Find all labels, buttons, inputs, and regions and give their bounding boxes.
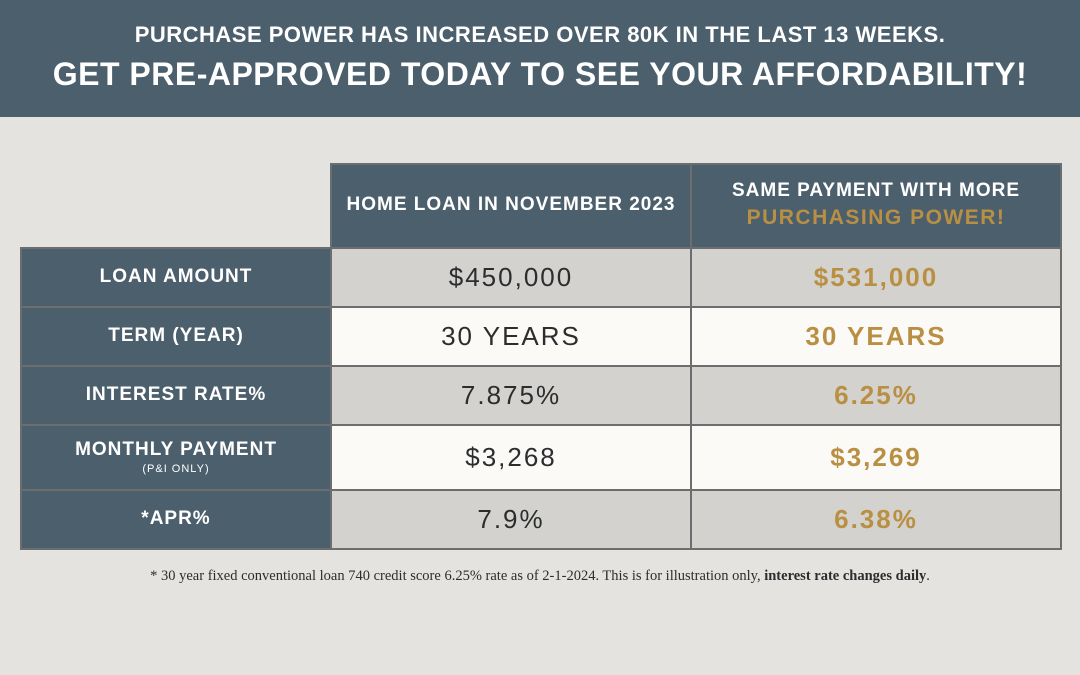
col-header-pp-line2: PURCHASING POWER! — [702, 205, 1050, 231]
footnote-suffix: . — [926, 568, 930, 584]
row-label-text: LOAN AMOUNT — [100, 266, 253, 287]
row-label-text: MONTHLY PAYMENT — [75, 439, 277, 460]
row-label-loan-amount: LOAN AMOUNT — [21, 248, 331, 307]
table-row: *APR% 7.9% 6.38% — [21, 490, 1061, 549]
table-row: MONTHLY PAYMENT (P&I ONLY) $3,268 $3,269 — [21, 425, 1061, 490]
row-label-monthly-payment: MONTHLY PAYMENT (P&I ONLY) — [21, 425, 331, 490]
cell-monthly-col1: $3,268 — [331, 425, 691, 490]
banner-line-1: PURCHASE POWER HAS INCREASED OVER 80K IN… — [20, 22, 1060, 48]
row-label-text: *APR% — [141, 508, 210, 529]
table-row: INTEREST RATE% 7.875% 6.25% — [21, 366, 1061, 425]
cell-loan-amount-col2: $531,000 — [691, 248, 1061, 307]
cell-interest-col2: 6.25% — [691, 366, 1061, 425]
row-label-term: TERM (YEAR) — [21, 307, 331, 366]
col-header-pp-line1: SAME PAYMENT WITH MORE — [732, 180, 1020, 201]
row-label-interest-rate: INTEREST RATE% — [21, 366, 331, 425]
row-label-apr: *APR% — [21, 490, 331, 549]
row-label-sub: (P&I ONLY) — [32, 463, 320, 475]
col-header-november: HOME LOAN IN NOVEMBER 2023 — [331, 164, 691, 248]
footnote-prefix: * 30 year fixed conventional loan 740 cr… — [150, 568, 764, 584]
col-header-purchasing-power: SAME PAYMENT WITH MORE PURCHASING POWER! — [691, 164, 1061, 248]
row-label-text: INTEREST RATE% — [86, 384, 266, 405]
footnote: * 30 year fixed conventional loan 740 cr… — [20, 568, 1060, 585]
banner: PURCHASE POWER HAS INCREASED OVER 80K IN… — [0, 0, 1080, 117]
footnote-bold: interest rate changes daily — [764, 568, 926, 584]
table-corner-empty — [21, 164, 331, 248]
cell-apr-col2: 6.38% — [691, 490, 1061, 549]
cell-term-col1: 30 YEARS — [331, 307, 691, 366]
cell-monthly-col2: $3,269 — [691, 425, 1061, 490]
table-header-row: HOME LOAN IN NOVEMBER 2023 SAME PAYMENT … — [21, 164, 1061, 248]
cell-interest-col1: 7.875% — [331, 366, 691, 425]
banner-line-2: GET PRE-APPROVED TODAY TO SEE YOUR AFFOR… — [20, 56, 1060, 93]
table-row: TERM (YEAR) 30 YEARS 30 YEARS — [21, 307, 1061, 366]
cell-loan-amount-col1: $450,000 — [331, 248, 691, 307]
comparison-table-wrap: HOME LOAN IN NOVEMBER 2023 SAME PAYMENT … — [20, 163, 1060, 585]
row-label-text: TERM (YEAR) — [108, 325, 244, 346]
table-row: LOAN AMOUNT $450,000 $531,000 — [21, 248, 1061, 307]
comparison-table: HOME LOAN IN NOVEMBER 2023 SAME PAYMENT … — [20, 163, 1062, 550]
cell-apr-col1: 7.9% — [331, 490, 691, 549]
cell-term-col2: 30 YEARS — [691, 307, 1061, 366]
